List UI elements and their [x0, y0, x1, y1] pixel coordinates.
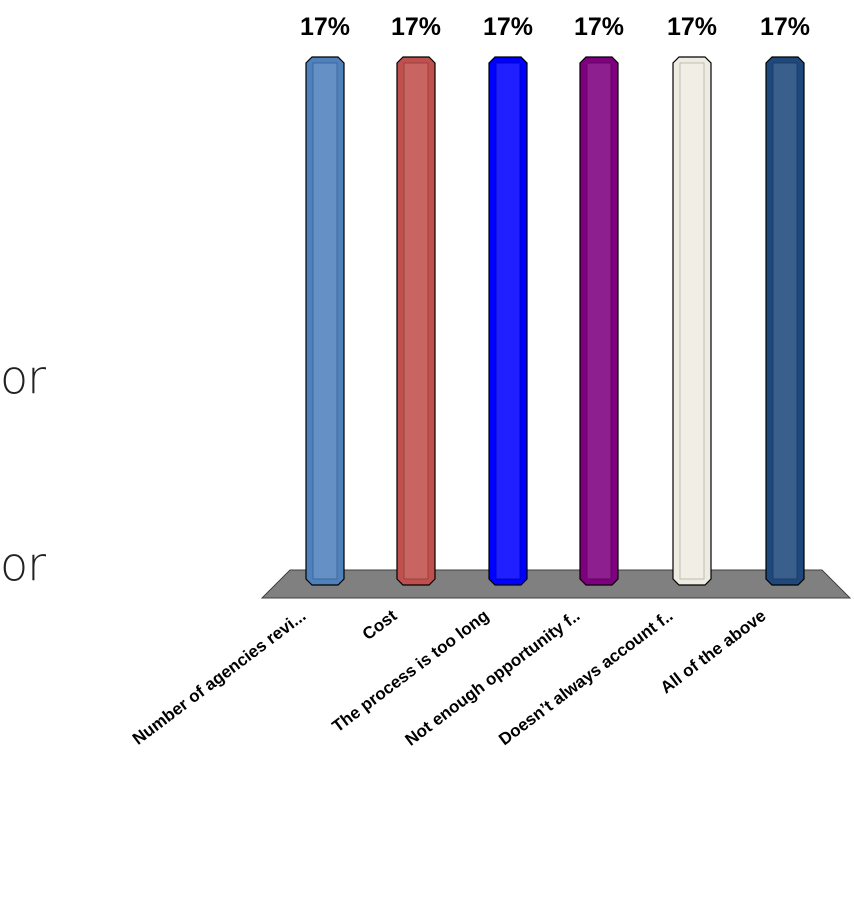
data-label-6: 17%	[760, 13, 810, 41]
category-label-1: Number of agencies revi...	[129, 606, 309, 749]
bars-layer	[305, 56, 805, 586]
category-label-3: The process is too long	[329, 606, 493, 736]
bar-3	[488, 56, 528, 586]
category-label-4: Not enough opportunity f..	[402, 606, 584, 750]
data-label-1: 17%	[300, 13, 350, 41]
bar-highlight	[586, 62, 612, 580]
category-label-5: Doesn’t always account f..	[495, 606, 676, 749]
bar-2	[396, 56, 436, 586]
bar-5	[672, 56, 712, 586]
bar-highlight	[679, 62, 705, 580]
slide-text-fragment-1: or	[0, 350, 46, 404]
category-label-2: Cost	[359, 606, 401, 644]
chart-floor	[260, 569, 852, 599]
bar-6	[765, 56, 805, 586]
slide-text-fragment-2: or	[0, 537, 46, 591]
data-label-4: 17%	[574, 13, 624, 41]
bar-highlight	[495, 62, 521, 580]
bar-highlight	[772, 62, 798, 580]
data-labels-layer: 17% 17% 17% 17% 17% 17%	[300, 13, 810, 41]
data-label-3: 17%	[483, 13, 533, 41]
bar-highlight	[403, 62, 429, 580]
bar-1	[305, 56, 345, 586]
data-label-2: 17%	[391, 13, 441, 41]
bar-4	[579, 56, 619, 586]
data-label-5: 17%	[667, 13, 717, 41]
bar-highlight	[312, 62, 338, 580]
